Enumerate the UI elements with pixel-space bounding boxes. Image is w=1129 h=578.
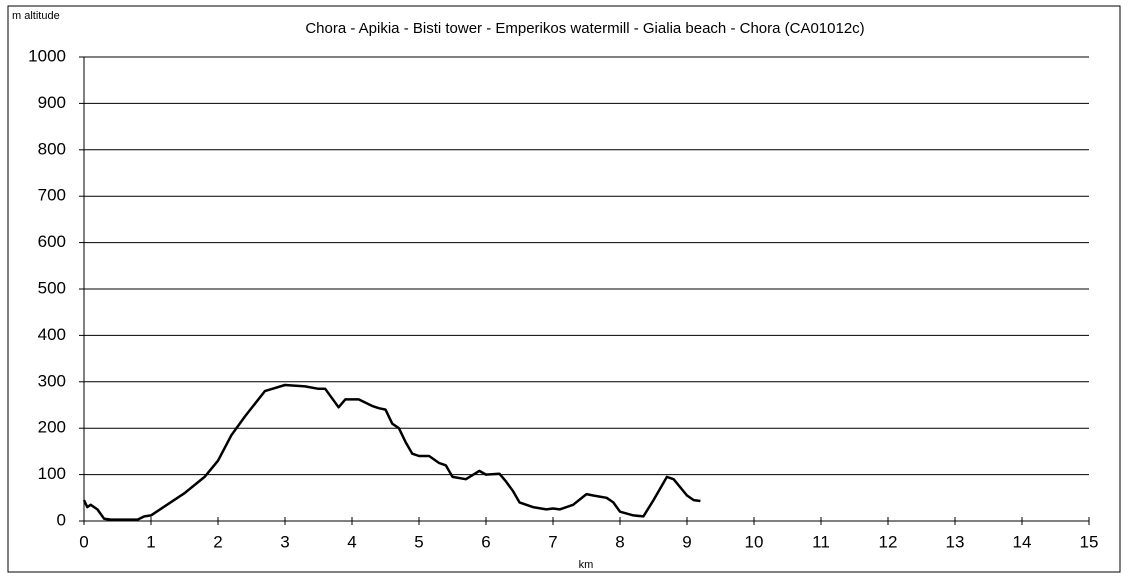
x-tick-label: 8 [615,532,624,551]
x-tick-label: 0 [79,532,88,551]
x-tick-label: 12 [879,532,898,551]
x-tick-label: 14 [1013,532,1032,551]
x-tick-label: 2 [213,532,222,551]
x-tick-label: 11 [812,532,830,551]
x-axis-label: km [579,559,594,571]
y-tick-label: 100 [38,464,66,483]
y-tick-label: 0 [57,510,66,529]
y-tick-label: 900 [38,93,66,112]
y-tick-label: 500 [38,278,66,297]
y-tick-label: 1000 [28,46,66,65]
x-tick-label: 10 [745,532,764,551]
x-tick-label: 4 [347,532,356,551]
elevation-line [82,383,701,521]
x-tick-label: 7 [548,532,557,551]
x-tick-label: 6 [481,532,490,551]
y-tick-label: 400 [38,325,66,344]
y-tick-label: 600 [38,232,66,251]
y-axis-label: m altitude [12,10,60,22]
y-tick-label: 800 [38,139,66,158]
chart-title: Chora - Apikia - Bisti tower - Emperikos… [305,20,864,37]
y-tick-label: 300 [38,371,66,390]
x-tick-label: 3 [280,532,289,551]
y-tick-label: 200 [38,418,66,437]
x-tick-label: 1 [146,532,155,551]
x-tick-label: 9 [682,532,691,551]
x-tick-label: 5 [414,532,423,551]
x-tick-label: 13 [946,532,965,551]
x-tick-label: 15 [1080,532,1099,551]
y-tick-label: 700 [38,186,66,205]
